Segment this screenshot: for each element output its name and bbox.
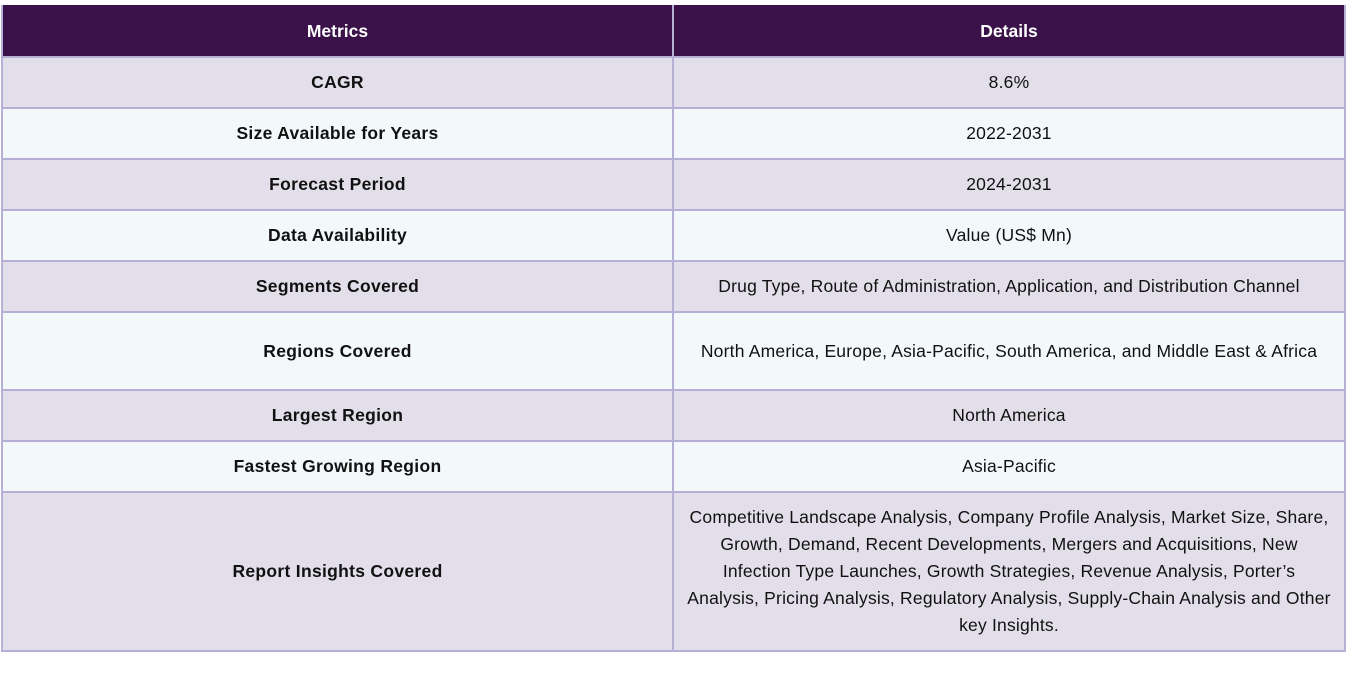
table-row: Forecast Period 2024-2031 xyxy=(1,158,1346,211)
table-row: Size Available for Years 2022-2031 xyxy=(1,107,1346,160)
table-header: Metrics Details xyxy=(1,5,1346,58)
detail-cell: Asia-Pacific xyxy=(672,440,1346,493)
table-row: Segments Covered Drug Type, Route of Adm… xyxy=(1,260,1346,313)
table-row: Regions Covered North America, Europe, A… xyxy=(1,311,1346,391)
detail-cell: Competitive Landscape Analysis, Company … xyxy=(672,491,1346,652)
column-header-details: Details xyxy=(672,5,1346,58)
metric-cell: Segments Covered xyxy=(1,260,674,313)
table-row: CAGR 8.6% xyxy=(1,56,1346,109)
table-row: Fastest Growing Region Asia-Pacific xyxy=(1,440,1346,493)
detail-cell: North America, Europe, Asia-Pacific, Sou… xyxy=(672,311,1346,391)
metric-cell: Size Available for Years xyxy=(1,107,674,160)
detail-cell: 8.6% xyxy=(672,56,1346,109)
detail-cell: North America xyxy=(672,389,1346,442)
table-row: Report Insights Covered Competitive Land… xyxy=(1,491,1346,652)
metric-cell: Report Insights Covered xyxy=(1,491,674,652)
table-row: Largest Region North America xyxy=(1,389,1346,442)
metric-cell: Data Availability xyxy=(1,209,674,262)
metric-cell: Forecast Period xyxy=(1,158,674,211)
report-metrics-table: Metrics Details CAGR 8.6% Size Available… xyxy=(1,5,1346,652)
detail-cell: Value (US$ Mn) xyxy=(672,209,1346,262)
header-row: Metrics Details xyxy=(1,5,1346,58)
table-body: CAGR 8.6% Size Available for Years 2022-… xyxy=(1,56,1346,652)
metric-cell: CAGR xyxy=(1,56,674,109)
column-header-metrics: Metrics xyxy=(1,5,674,58)
metric-cell: Largest Region xyxy=(1,389,674,442)
report-metrics-table-container: Metrics Details CAGR 8.6% Size Available… xyxy=(1,5,1346,652)
detail-cell: 2022-2031 xyxy=(672,107,1346,160)
metric-cell: Fastest Growing Region xyxy=(1,440,674,493)
detail-cell: Drug Type, Route of Administration, Appl… xyxy=(672,260,1346,313)
metric-cell: Regions Covered xyxy=(1,311,674,391)
detail-cell: 2024-2031 xyxy=(672,158,1346,211)
table-row: Data Availability Value (US$ Mn) xyxy=(1,209,1346,262)
